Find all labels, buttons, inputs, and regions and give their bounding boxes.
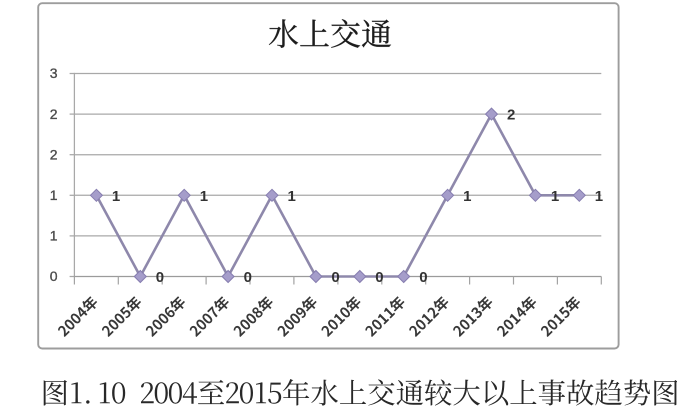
svg-text:1: 1 <box>288 188 296 205</box>
svg-text:2: 2 <box>50 106 58 122</box>
svg-text:1: 1 <box>112 188 120 205</box>
svg-text:2: 2 <box>507 107 515 124</box>
svg-text:1: 1 <box>50 187 58 203</box>
svg-text:1: 1 <box>463 188 471 205</box>
svg-text:0: 0 <box>50 268 58 284</box>
svg-text:0: 0 <box>331 269 339 286</box>
svg-text:0: 0 <box>156 269 164 286</box>
svg-text:1: 1 <box>595 188 603 205</box>
svg-text:0: 0 <box>419 269 427 286</box>
svg-text:1: 1 <box>50 228 58 244</box>
svg-text:2: 2 <box>50 146 58 162</box>
svg-text:1: 1 <box>200 188 208 205</box>
svg-text:3: 3 <box>50 65 58 81</box>
svg-text:0: 0 <box>244 269 252 286</box>
svg-text:1: 1 <box>551 188 559 205</box>
svg-text:0: 0 <box>375 269 383 286</box>
